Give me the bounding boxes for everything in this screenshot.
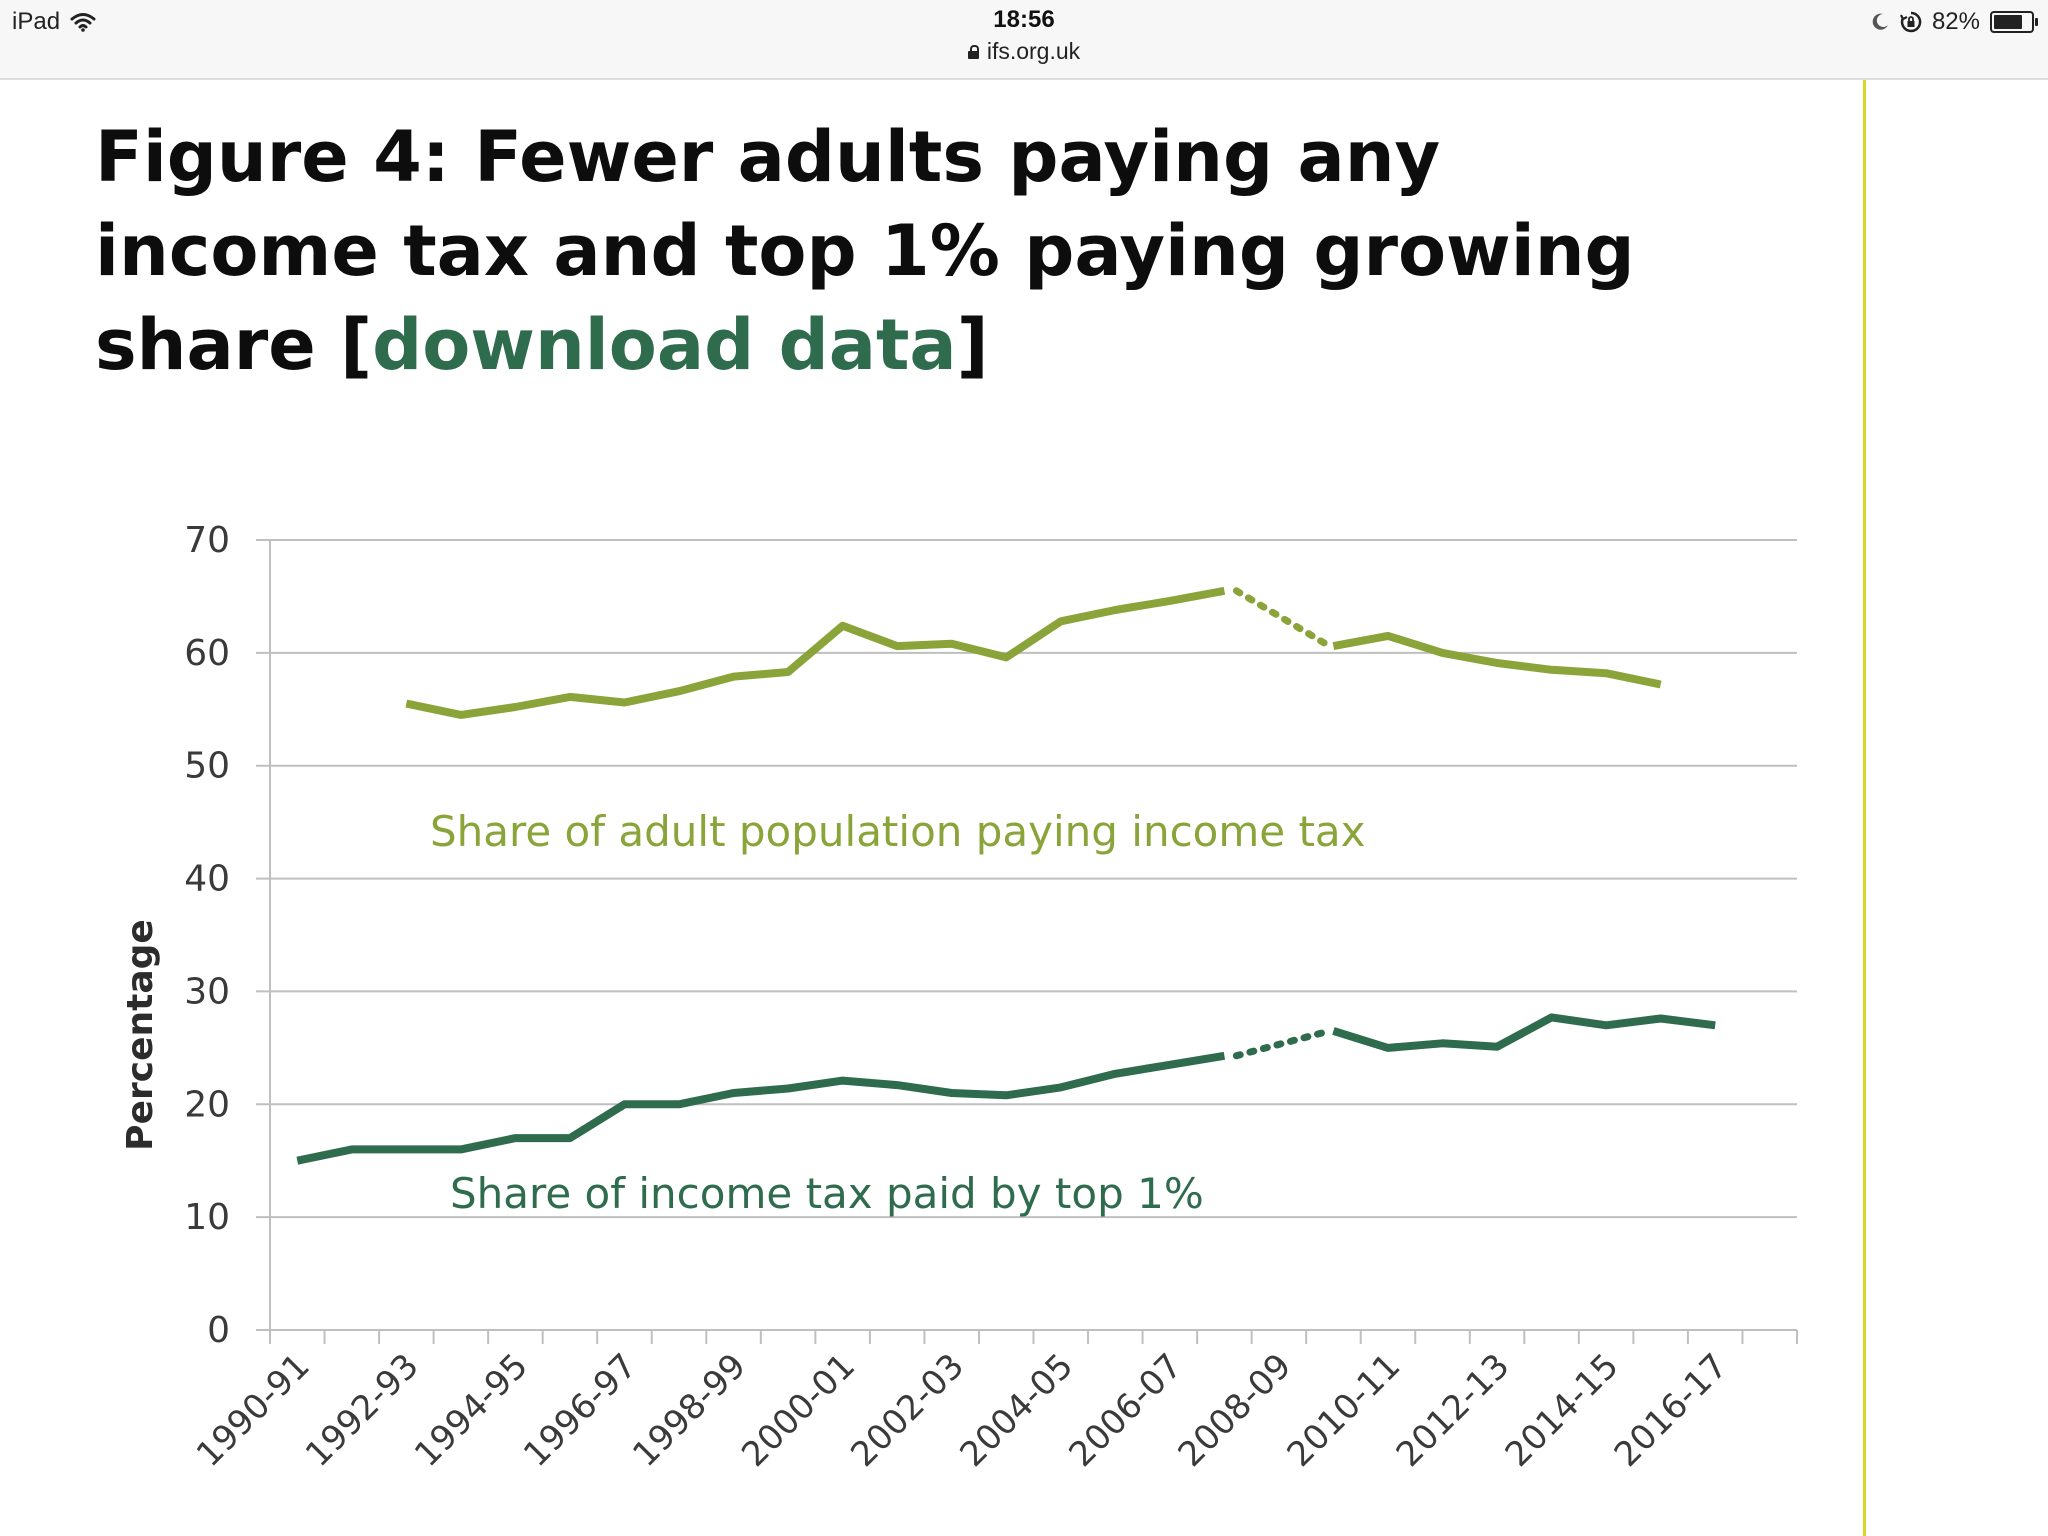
y-tick-label-60: 60 [184, 633, 230, 674]
y-tick-label-40: 40 [184, 859, 230, 900]
status-bar: iPad 18:56 ifs.org.uk 82% [0, 0, 2048, 80]
wifi-icon [70, 13, 96, 32]
accent-rule [1863, 80, 1866, 1536]
y-axis-title: Percentage [120, 919, 161, 1151]
device-name: iPad [12, 8, 61, 35]
series-label-top-1pct-share: Share of income tax paid by top 1% [450, 1169, 1204, 1218]
y-tick-label-0: 0 [207, 1310, 230, 1351]
series-dotted-adults-paying [1232, 587, 1333, 650]
x-tick-label-2006-07: 2006-07 [1061, 1346, 1190, 1475]
x-tick-label-2014-15: 2014-15 [1498, 1346, 1627, 1475]
lock-icon [967, 44, 979, 59]
y-tick-label-10: 10 [184, 1197, 230, 1238]
figure-title-bracket: ] [956, 304, 989, 386]
address-bar[interactable]: ifs.org.uk [0, 38, 2048, 65]
status-left: iPad [12, 8, 96, 36]
x-tick-label-2016-17: 2016-17 [1607, 1346, 1736, 1475]
x-tick-label-1990-91: 1990-91 [189, 1346, 318, 1475]
x-tick-label-1998-99: 1998-99 [625, 1346, 754, 1475]
x-tick-label-2010-11: 2010-11 [1280, 1346, 1409, 1475]
status-right: 82% [1870, 8, 2038, 36]
series-line-adults-paying [405, 586, 1226, 719]
moon-icon [1872, 13, 1888, 30]
x-tick-label-1992-93: 1992-93 [298, 1346, 427, 1475]
y-tick-label-20: 20 [184, 1084, 230, 1125]
series-line-top-1pct-share [296, 1051, 1226, 1165]
x-tick-label-1994-95: 1994-95 [407, 1346, 536, 1475]
battery-icon [1990, 11, 2038, 33]
x-tick-label-2002-03: 2002-03 [843, 1346, 972, 1475]
y-tick-label-50: 50 [184, 746, 230, 787]
series-label-adults-paying: Share of adult population paying income … [430, 807, 1366, 856]
y-tick-label-30: 30 [184, 971, 230, 1012]
x-tick-label-2004-05: 2004-05 [952, 1346, 1081, 1475]
download-data-link[interactable]: download data [372, 304, 957, 386]
series-line-top-1pct-share [1332, 1013, 1716, 1052]
y-tick-label-70: 70 [184, 520, 230, 561]
status-center: 18:56 ifs.org.uk [0, 6, 2048, 65]
series-line-adults-paying [1332, 631, 1662, 689]
url-text[interactable]: ifs.org.uk [986, 38, 1081, 64]
x-tick-label-2000-01: 2000-01 [734, 1346, 863, 1475]
series-dotted-top-1pct-share [1232, 1027, 1333, 1060]
x-tick-label-2008-09: 2008-09 [1171, 1346, 1300, 1475]
figure-title: Figure 4: Fewer adults paying any income… [95, 110, 1735, 392]
figure-title-text: Figure 4: Fewer adults paying any income… [95, 116, 1635, 386]
rotation-lock-icon [1899, 11, 1922, 33]
x-tick-label-1996-97: 1996-97 [516, 1346, 645, 1475]
battery-percent: 82% [1931, 8, 1980, 35]
clock: 18:56 [993, 6, 1055, 33]
x-tick-label-2012-13: 2012-13 [1389, 1346, 1518, 1475]
